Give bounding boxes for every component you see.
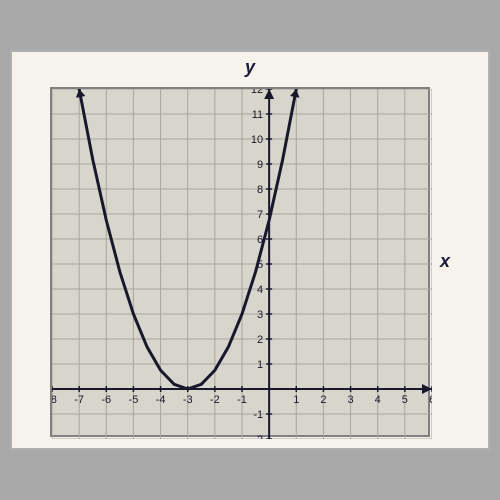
svg-text:2: 2 — [257, 334, 263, 346]
svg-text:4: 4 — [375, 394, 381, 406]
svg-text:-1: -1 — [253, 409, 263, 421]
svg-text:-2: -2 — [253, 434, 263, 439]
svg-text:-6: -6 — [101, 394, 111, 406]
svg-text:-7: -7 — [74, 394, 84, 406]
svg-text:12: 12 — [251, 89, 263, 96]
svg-text:1: 1 — [293, 394, 299, 406]
svg-text:-8: -8 — [52, 394, 57, 406]
svg-text:-5: -5 — [129, 394, 139, 406]
svg-text:-4: -4 — [156, 394, 166, 406]
svg-text:7: 7 — [257, 209, 263, 221]
svg-text:2: 2 — [320, 394, 326, 406]
svg-text:-3: -3 — [183, 394, 193, 406]
svg-text:3: 3 — [257, 309, 263, 321]
svg-text:-2: -2 — [210, 394, 220, 406]
svg-text:3: 3 — [347, 394, 353, 406]
y-axis-label: y — [245, 57, 255, 78]
svg-text:10: 10 — [251, 134, 263, 146]
chart-svg: -8-7-6-5-4-3-2-1123456-2-112345678910111… — [52, 89, 432, 439]
svg-text:1: 1 — [257, 359, 263, 371]
svg-text:5: 5 — [402, 394, 408, 406]
chart-row: -8-7-6-5-4-3-2-1123456-2-112345678910111… — [50, 80, 450, 443]
chart-plot-area: -8-7-6-5-4-3-2-1123456-2-112345678910111… — [50, 87, 430, 437]
svg-text:4: 4 — [257, 284, 263, 296]
svg-text:11: 11 — [252, 109, 263, 121]
svg-text:8: 8 — [257, 184, 263, 196]
svg-text:6: 6 — [429, 394, 432, 406]
chart-frame: y -8-7-6-5-4-3-2-1123456-2-1123456789101… — [10, 50, 490, 450]
x-axis-label: x — [440, 251, 450, 272]
svg-text:9: 9 — [257, 159, 263, 171]
svg-text:-1: -1 — [237, 394, 247, 406]
